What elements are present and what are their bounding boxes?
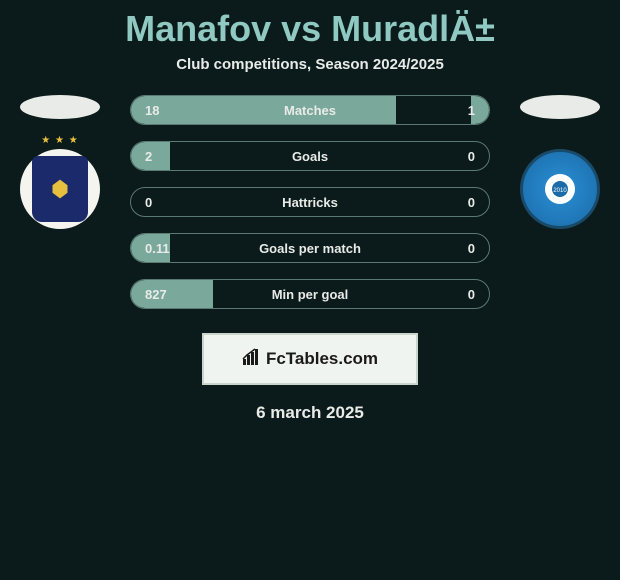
stat-value-right: 0 (468, 149, 475, 164)
shield-icon (32, 156, 88, 222)
brand-logo: FcTables.com (202, 333, 418, 385)
stat-label: Goals (292, 149, 328, 164)
bar-fill-left (131, 280, 213, 308)
stat-bar: 2 Goals 0 (130, 141, 490, 171)
svg-text:2010: 2010 (553, 188, 567, 194)
stat-label: Matches (284, 103, 336, 118)
ball-icon: 2010 (550, 179, 570, 199)
stat-value-right: 0 (468, 195, 475, 210)
player-silhouette-right (520, 95, 600, 119)
stat-bar: 827 Min per goal 0 (130, 279, 490, 309)
stat-value-left: 0.11 (145, 241, 170, 256)
content-row: ★ ★ ★ 18 Matches 1 2 Goals 0 0 Hattricks 0 0.11 Go… (0, 95, 620, 325)
stat-label: Goals per match (259, 241, 361, 256)
stat-value-right: 0 (468, 287, 475, 302)
stat-value-left: 827 (145, 287, 167, 302)
stat-bar: 0 Hattricks 0 (130, 187, 490, 217)
brand-text: FcTables.com (266, 349, 378, 369)
club-badge-right: 2010 (520, 149, 600, 229)
left-badge-column: ★ ★ ★ (10, 95, 110, 229)
crest-icon (48, 177, 72, 201)
comparison-card: Manafov vs MuradlÄ± Club competitions, S… (0, 0, 620, 580)
club-badge-left: ★ ★ ★ (20, 149, 100, 229)
circle-icon: 2010 (545, 174, 575, 204)
chart-icon (242, 348, 260, 371)
player-silhouette-left (20, 95, 100, 119)
stat-value-right: 0 (468, 241, 475, 256)
stat-value-left: 2 (145, 149, 152, 164)
stat-value-left: 0 (145, 195, 152, 210)
stat-value-right: 1 (468, 103, 475, 118)
stat-label: Min per goal (272, 287, 349, 302)
stat-bar: 0.11 Goals per match 0 (130, 233, 490, 263)
stats-bars: 18 Matches 1 2 Goals 0 0 Hattricks 0 0.11 Goals pe… (130, 95, 490, 325)
subtitle: Club competitions, Season 2024/2025 (0, 56, 620, 95)
right-badge-column: 2010 (510, 95, 610, 229)
stat-value-left: 18 (145, 103, 159, 118)
stat-bar: 18 Matches 1 (130, 95, 490, 125)
page-title: Manafov vs MuradlÄ± (0, 0, 620, 56)
stat-label: Hattricks (282, 195, 338, 210)
date-text: 6 march 2025 (0, 403, 620, 423)
bar-fill-left (131, 96, 396, 124)
stars-icon: ★ ★ ★ (41, 135, 78, 146)
